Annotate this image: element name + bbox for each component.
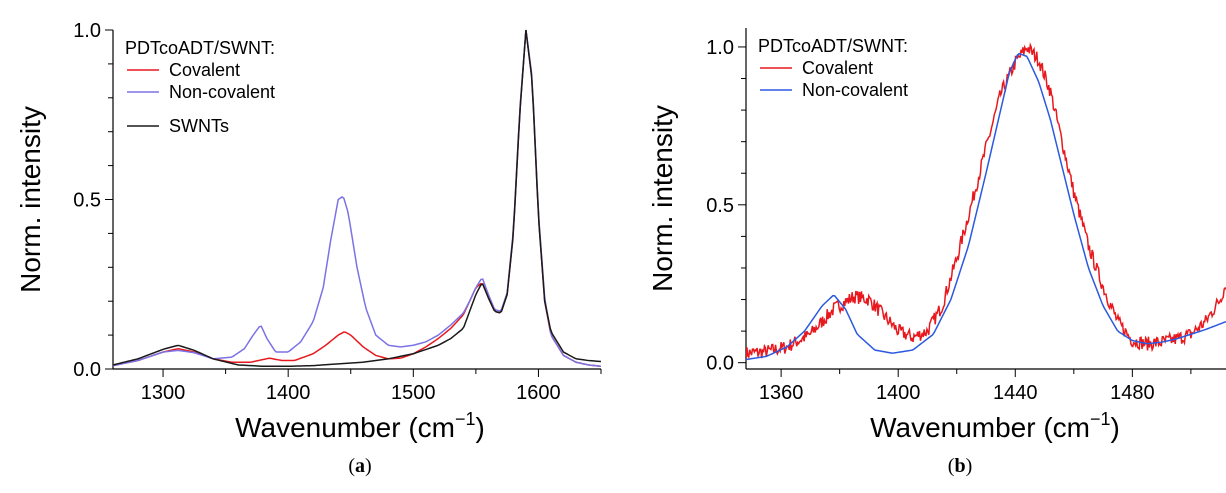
- legend-entry: Non-covalent: [802, 80, 908, 100]
- panel-label: (a): [348, 455, 371, 477]
- legend-entry: Non-covalent: [169, 82, 275, 102]
- legend-entry: Covalent: [802, 58, 873, 78]
- y-tick-label: 0.5: [73, 190, 101, 212]
- series-line-swnts: [113, 29, 601, 368]
- panel-label-close: ): [966, 455, 973, 477]
- x-tick-label: 1480: [1110, 382, 1155, 404]
- series-line-non-covalent: [746, 52, 1226, 361]
- x-axis-title: Wavenumber (cm−1): [235, 409, 485, 443]
- x-tick-label: 1440: [993, 382, 1038, 404]
- y-tick-label: 1.0: [73, 20, 101, 42]
- x-tick-label: 1600: [516, 382, 561, 404]
- x-tick-label: 1500: [391, 382, 436, 404]
- y-tick-label: 0.0: [73, 359, 101, 381]
- panel-label-close: ): [365, 455, 372, 477]
- x-axis-title-main: Wavenumber (cm: [870, 412, 1090, 443]
- y-tick-label: 0.5: [706, 195, 734, 217]
- y-axis-title: Norm. intensity: [15, 106, 46, 293]
- x-tick-label: 1400: [266, 382, 311, 404]
- x-tick-label: 1360: [759, 382, 804, 404]
- x-axis-title-close: ): [476, 412, 485, 443]
- legend-entry: SWNTs: [169, 116, 229, 136]
- x-axis-title-sup: −1: [455, 409, 476, 429]
- panel-label-open: (: [348, 455, 355, 477]
- panel-label-open: (: [948, 455, 955, 477]
- panel-label: (b): [948, 455, 972, 477]
- x-tick-label: 1300: [141, 382, 186, 404]
- series-line-covalent: [746, 42, 1226, 361]
- x-tick-label: 1400: [876, 382, 921, 404]
- panel-label-letter: b: [954, 455, 965, 477]
- series-line-non-covalent: [113, 29, 601, 368]
- legend-entry: Covalent: [169, 60, 240, 80]
- legend-title: PDTcoADT/SWNT:: [125, 38, 275, 58]
- series-line-covalent: [113, 29, 601, 368]
- x-axis-title-main: Wavenumber (cm: [235, 412, 455, 443]
- panel-a: 1300 1400 1500 1600 0.0 0.5 1.0 PDTcoADT/SWNT:C…: [15, 20, 602, 477]
- panel-b: 1360 1400 1440 1480 0.0 0.5 1.0 PDTcoADT/SWNT:C…: [647, 28, 1226, 477]
- x-axis-title-close: ): [1111, 412, 1120, 443]
- legend-title: PDTcoADT/SWNT:: [758, 36, 908, 56]
- x-axis-title-sup: −1: [1090, 409, 1111, 429]
- y-tick-label: 0.0: [706, 353, 734, 375]
- y-axis-title: Norm. intensity: [647, 105, 678, 292]
- x-axis-title: Wavenumber (cm−1): [870, 409, 1120, 443]
- y-tick-label: 1.0: [706, 37, 734, 59]
- panel-label-letter: a: [355, 455, 365, 477]
